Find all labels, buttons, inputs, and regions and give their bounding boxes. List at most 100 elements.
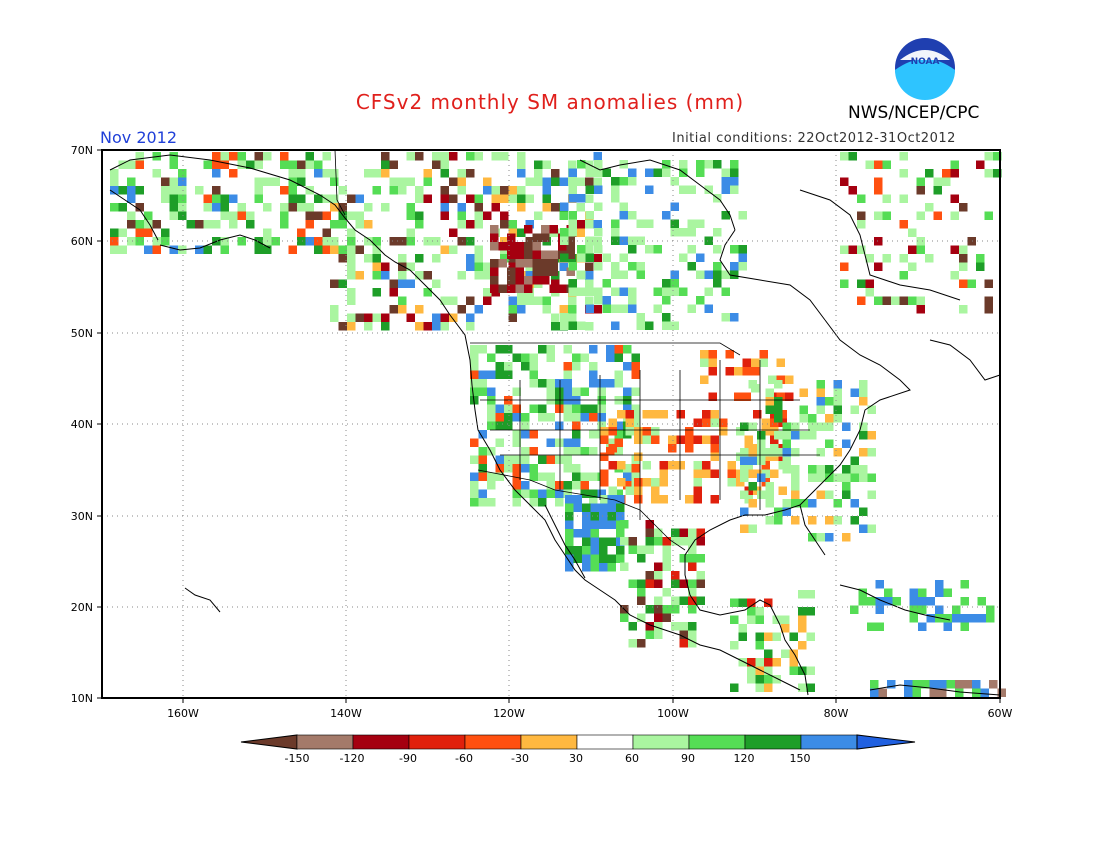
anomaly-cell: [747, 598, 756, 607]
anomaly-cell: [582, 563, 591, 572]
anomaly-cell: [297, 169, 306, 178]
anomaly-cell: [789, 632, 798, 641]
anomaly-cell: [590, 537, 599, 546]
anomaly-cell: [816, 405, 825, 414]
anomaly-cell: [623, 362, 632, 371]
anomaly-cell: [696, 160, 705, 169]
anomaly-cell: [169, 245, 178, 254]
anomaly-cell: [355, 194, 364, 203]
anomaly-cell: [573, 529, 582, 538]
anomaly-cell: [524, 250, 533, 259]
anomaly-cell: [659, 469, 668, 478]
anomaly-cell: [782, 422, 791, 431]
anomaly-cell: [874, 160, 883, 169]
anomaly-cell: [628, 262, 637, 271]
anomaly-cell: [599, 554, 608, 563]
anomaly-cell: [178, 211, 187, 220]
anomaly-cell: [515, 259, 524, 268]
anomaly-cell: [687, 304, 696, 313]
anomaly-cell: [237, 152, 246, 161]
anomaly-cell: [398, 262, 407, 271]
anomaly-cell: [842, 465, 851, 474]
anomaly-cell: [589, 413, 598, 422]
anomaly-cell: [926, 597, 935, 606]
anomaly-cell: [532, 259, 541, 268]
anomaly-cell: [195, 245, 204, 254]
anomaly-cell: [364, 169, 373, 178]
anomaly-cell: [577, 287, 586, 296]
anomaly-cell: [938, 688, 947, 697]
anomaly-cell: [744, 469, 753, 478]
anomaly-cell: [772, 632, 781, 641]
anomaly-cell: [858, 588, 867, 597]
anomaly-cell: [599, 520, 608, 529]
anomaly-cell: [512, 489, 521, 498]
anomaly-cell: [504, 345, 513, 354]
anomaly-cell: [364, 313, 373, 322]
anomaly-cell: [507, 267, 516, 276]
anomaly-cell: [825, 473, 834, 482]
anomaly-cell: [772, 615, 781, 624]
anomaly-cell: [859, 397, 868, 406]
anomaly-cell: [628, 177, 637, 186]
anomaly-cell: [449, 194, 458, 203]
legend-swatch: [632, 734, 690, 750]
anomaly-cell: [616, 495, 625, 504]
anomaly-cell: [483, 271, 492, 280]
anomaly-cell: [899, 152, 908, 161]
anomaly-cell: [765, 397, 774, 406]
anomaly-cell: [495, 370, 504, 379]
anomaly-cell: [355, 271, 364, 280]
anomaly-cell: [322, 194, 331, 203]
anomaly-cell: [623, 345, 632, 354]
anomaly-cell: [842, 533, 851, 542]
anomaly-cell: [825, 516, 834, 525]
anomaly-cell: [560, 321, 569, 330]
anomaly-cell: [534, 169, 543, 178]
anomaly-cell: [654, 528, 663, 537]
anomaly-cell: [330, 245, 339, 254]
forecast-month-label: Nov 2012: [100, 128, 178, 147]
anomaly-cell: [738, 632, 747, 641]
anomaly-cell: [602, 304, 611, 313]
anomaly-cell: [631, 387, 640, 396]
anomaly-cell: [611, 262, 620, 271]
anomaly-cell: [555, 438, 564, 447]
anomaly-cell: [619, 236, 628, 245]
anomaly-cell: [607, 512, 616, 521]
anomaly-cell: [597, 379, 606, 388]
anomaly-cell: [748, 524, 757, 533]
anomaly-cell: [573, 495, 582, 504]
anomaly-cell: [602, 253, 611, 262]
anomaly-cell: [508, 194, 517, 203]
anomaly-cell: [529, 353, 538, 362]
anomaly-cell: [791, 431, 800, 440]
anomaly-cell: [487, 421, 496, 430]
legend-label: -30: [511, 752, 529, 765]
anomaly-cell: [314, 245, 323, 254]
anomaly-cell: [774, 414, 783, 423]
anomaly-cell: [710, 435, 719, 444]
anomaly-cell: [986, 605, 995, 614]
anomaly-cell: [764, 683, 773, 692]
legend-label: -90: [399, 752, 417, 765]
anomaly-cell: [423, 177, 432, 186]
anomaly-cell: [466, 322, 475, 331]
anomaly-cell: [381, 203, 390, 212]
legend-swatch: [800, 734, 858, 750]
anomaly-cell: [899, 220, 908, 229]
lat-label-70n: 70N: [71, 144, 93, 157]
anomaly-cell: [568, 279, 577, 288]
anomaly-cell: [764, 675, 773, 684]
anomaly-cell: [491, 186, 500, 195]
anomaly-cell: [668, 444, 677, 453]
anomaly-cell: [676, 435, 685, 444]
anomaly-cell: [161, 237, 170, 246]
anomaly-cell: [637, 579, 646, 588]
anomaly-cell: [617, 461, 626, 470]
anomaly-cell: [466, 152, 475, 161]
anomaly-cell: [631, 370, 640, 379]
anomaly-cell: [808, 516, 817, 525]
anomaly-cell: [662, 545, 671, 554]
anomaly-cell: [563, 455, 572, 464]
